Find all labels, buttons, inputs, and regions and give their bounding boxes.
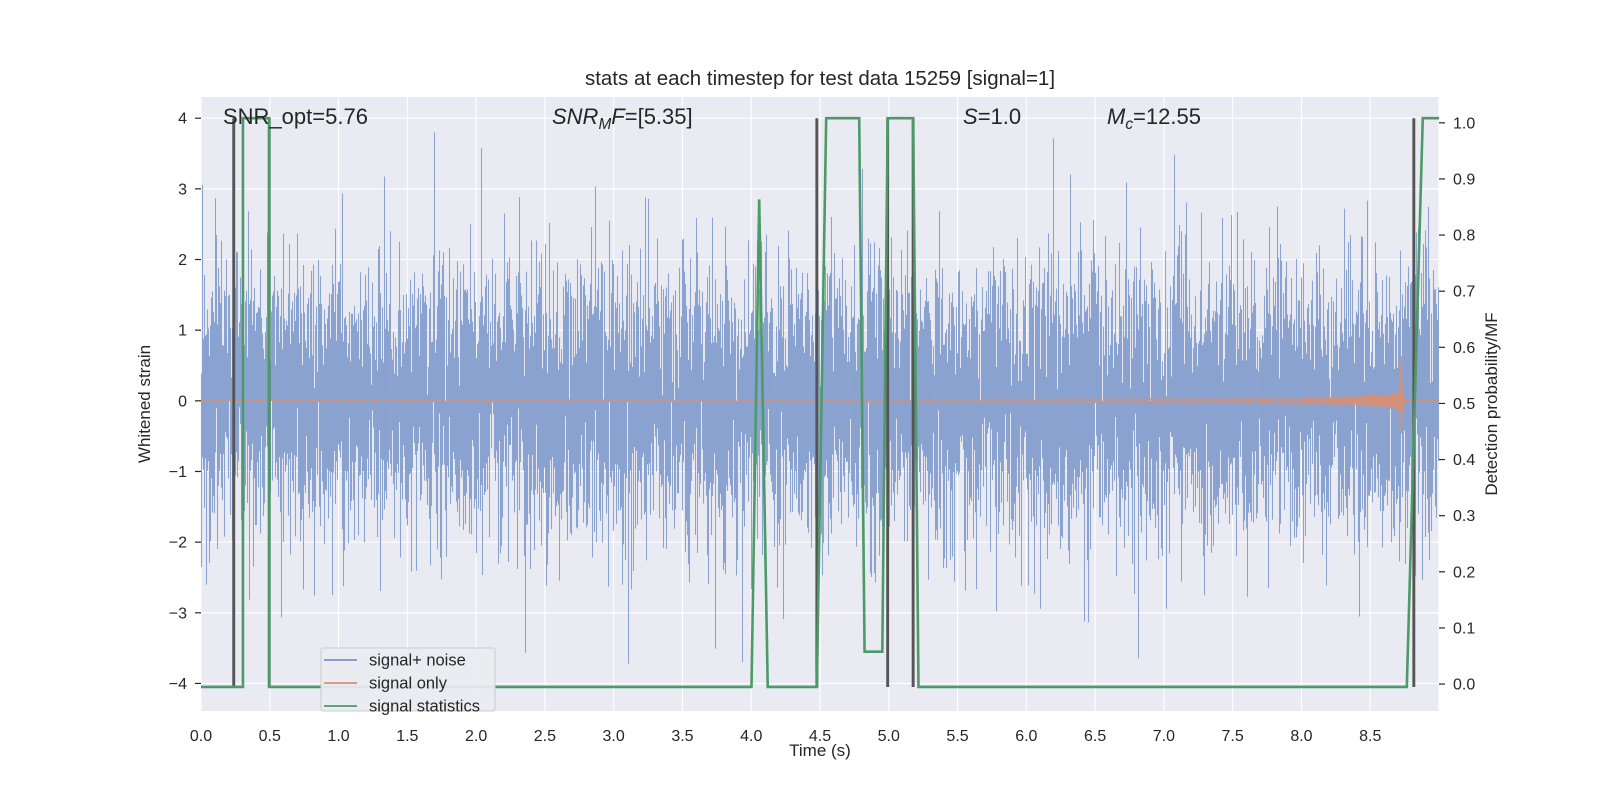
svg-text:2.0: 2.0 (465, 728, 487, 745)
svg-text:5.5: 5.5 (946, 728, 968, 745)
svg-text:SNR_opt=5.76: SNR_opt=5.76 (223, 104, 368, 129)
svg-text:3: 3 (178, 181, 187, 198)
svg-text:2.5: 2.5 (534, 728, 556, 745)
svg-text:4.0: 4.0 (740, 728, 762, 745)
svg-text:0.7: 0.7 (1453, 284, 1475, 301)
svg-text:8.5: 8.5 (1359, 728, 1381, 745)
svg-text:−4: −4 (169, 676, 187, 693)
svg-text:Detection probability/MF: Detection probability/MF (1482, 312, 1501, 495)
svg-text:4: 4 (178, 111, 187, 128)
svg-text:1: 1 (178, 323, 187, 340)
svg-text:signal statistics: signal statistics (369, 698, 480, 716)
svg-text:0.8: 0.8 (1453, 228, 1475, 245)
svg-text:1.0: 1.0 (327, 728, 349, 745)
svg-text:2: 2 (178, 252, 187, 269)
svg-text:signal+ noise: signal+ noise (369, 652, 466, 670)
svg-text:0.5: 0.5 (1453, 396, 1475, 413)
svg-text:7.5: 7.5 (1222, 728, 1244, 745)
svg-text:5.0: 5.0 (878, 728, 900, 745)
svg-text:0: 0 (178, 393, 187, 410)
svg-text:Mc=12.55: Mc=12.55 (1107, 104, 1201, 133)
svg-text:−1: −1 (169, 464, 187, 481)
svg-text:0.5: 0.5 (259, 728, 281, 745)
svg-text:6.0: 6.0 (1015, 728, 1037, 745)
svg-text:6.5: 6.5 (1084, 728, 1106, 745)
svg-text:7.0: 7.0 (1153, 728, 1175, 745)
svg-text:1.0: 1.0 (1453, 115, 1475, 132)
svg-text:0.4: 0.4 (1453, 452, 1475, 469)
svg-text:0.6: 0.6 (1453, 340, 1475, 357)
svg-text:stats at each timestep for tes: stats at each timestep for test data 152… (585, 67, 1055, 90)
svg-text:0.9: 0.9 (1453, 171, 1475, 188)
svg-text:signal only: signal only (369, 675, 448, 693)
svg-text:0.1: 0.1 (1453, 620, 1475, 637)
svg-text:S=1.0: S=1.0 (963, 104, 1021, 129)
svg-text:−3: −3 (169, 605, 187, 622)
svg-text:Whitened strain: Whitened strain (135, 345, 154, 463)
svg-text:1.5: 1.5 (396, 728, 418, 745)
svg-text:SNRMF=[5.35]: SNRMF=[5.35] (552, 104, 693, 133)
svg-text:0.3: 0.3 (1453, 508, 1475, 525)
svg-text:−2: −2 (169, 535, 187, 552)
svg-text:3.0: 3.0 (603, 728, 625, 745)
svg-text:0.0: 0.0 (190, 728, 212, 745)
svg-text:3.5: 3.5 (671, 728, 693, 745)
svg-text:Time (s): Time (s) (789, 741, 851, 760)
svg-text:0.0: 0.0 (1453, 677, 1475, 694)
svg-text:0.2: 0.2 (1453, 564, 1475, 581)
svg-text:8.0: 8.0 (1290, 728, 1312, 745)
